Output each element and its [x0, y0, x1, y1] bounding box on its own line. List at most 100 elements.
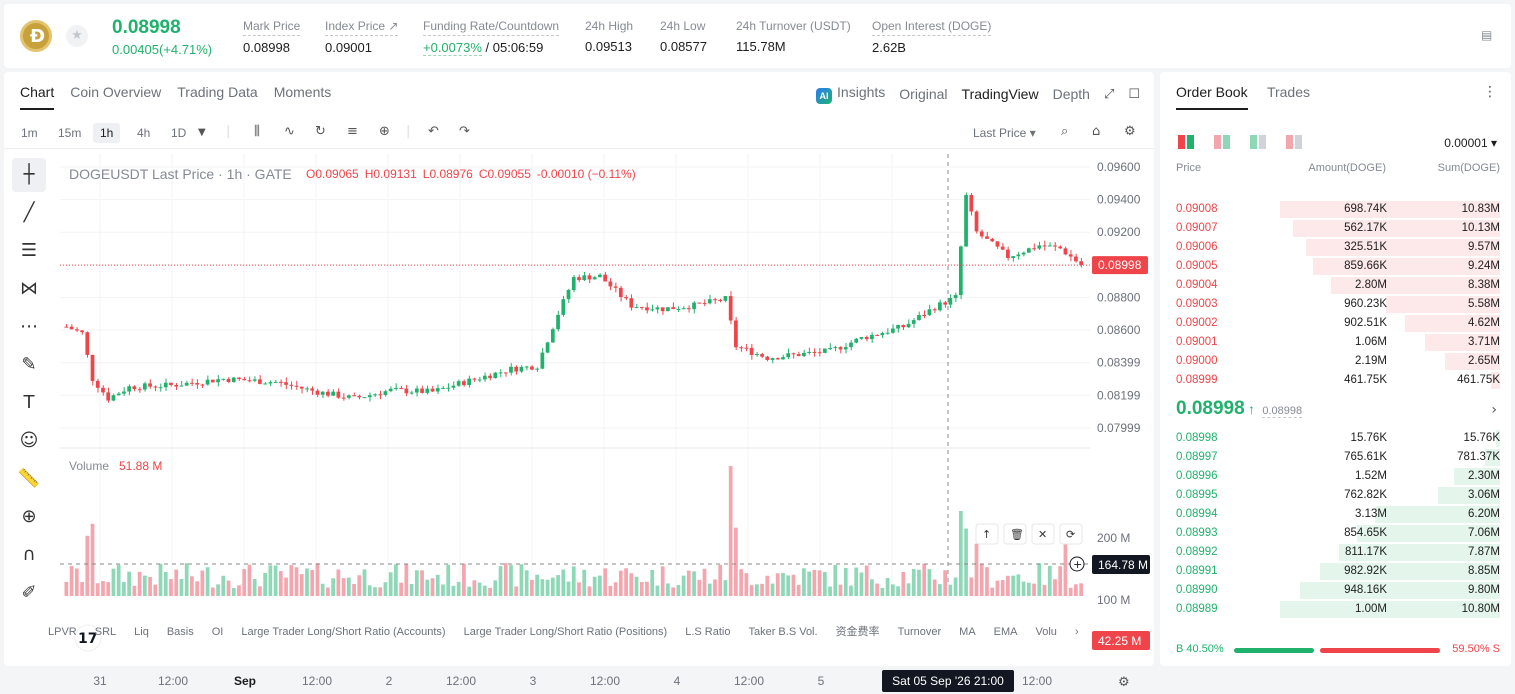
templates-icon[interactable]: ≡	[347, 124, 358, 139]
bid-row[interactable]: 0.08996 1.52M 2.30M	[1160, 467, 1511, 486]
stat-index-price[interactable]: Index Price ↗ 0.09001	[325, 19, 399, 55]
indicator-shortcut[interactable]: OI	[211, 626, 224, 638]
timeframe-1m[interactable]: 1m	[21, 126, 38, 140]
layout-both-icon[interactable]	[1178, 135, 1194, 149]
bid-row[interactable]: 0.08994 3.13M 6.20M	[1160, 505, 1511, 524]
favorite-star-icon[interactable]: ★	[66, 25, 88, 47]
indicator-shortcut[interactable]: LPVR	[48, 626, 77, 638]
zoom-tool-icon[interactable]: ⊕	[21, 506, 37, 527]
guide-book-icon[interactable]: ▤	[1481, 28, 1493, 42]
settings-gear-icon[interactable]: ⚙	[1124, 124, 1136, 139]
undo-icon[interactable]: ↶	[428, 124, 439, 139]
candle-body	[1016, 254, 1021, 257]
precision-select[interactable]: 0.00001 ▾	[1444, 136, 1497, 150]
layout-split-icon[interactable]	[1214, 135, 1230, 149]
stat-value: 0.09513	[585, 39, 632, 54]
lock-draw-tool-icon[interactable]: ✐	[21, 582, 37, 603]
ask-row[interactable]: 0.09007 562.17K 10.13M	[1160, 219, 1511, 238]
ask-row[interactable]: 0.09004 2.80M 8.38M	[1160, 276, 1511, 295]
trend-line-tool-icon[interactable]: ╱	[23, 202, 35, 223]
bid-row[interactable]: 0.08995 762.82K 3.06M	[1160, 486, 1511, 505]
add-indicator-icon[interactable]: ⊕	[379, 124, 390, 139]
timeframe-15m[interactable]: 15m	[58, 126, 82, 140]
candle-body	[927, 309, 932, 316]
stat-funding-rate[interactable]: Funding Rate/Countdown +0.0073% / 05:06:…	[423, 19, 560, 56]
view-depth[interactable]: Depth	[1052, 86, 1090, 102]
camera-icon[interactable]: ⌂	[1092, 124, 1101, 139]
view-original[interactable]: Original	[899, 86, 948, 102]
view-tradingview[interactable]: TradingView	[961, 86, 1039, 102]
stat-value: 2.62B	[872, 40, 906, 55]
indicator-shortcut[interactable]: EMA	[993, 626, 1018, 638]
indicator-shortcut[interactable]: Turnover	[897, 626, 942, 638]
crosshair-tool-icon[interactable]: ┼	[12, 158, 46, 192]
emoji-tool-icon[interactable]: ☺	[19, 430, 39, 451]
bid-row[interactable]: 0.08991 982.92K 8.85M	[1160, 562, 1511, 581]
window-icon[interactable]: ☐	[1128, 86, 1140, 102]
brush-tool-icon[interactable]: ✎	[21, 354, 37, 375]
indicator-shortcut[interactable]: Liq	[134, 626, 149, 638]
indicator-shortcut[interactable]: Volu	[1035, 626, 1057, 638]
layout-asks-icon[interactable]	[1286, 135, 1302, 149]
ask-row[interactable]: 0.09000 2.19M 2.65M	[1160, 352, 1511, 371]
stat-mark-price[interactable]: Mark Price 0.08998	[243, 19, 301, 55]
indicator-shortcut[interactable]: 资金费率	[835, 626, 880, 638]
magnet-tool-icon[interactable]: ∩	[22, 544, 36, 565]
tab-order-book[interactable]: Order Book	[1176, 84, 1248, 110]
ask-row[interactable]: 0.09003 960.23K 5.58M	[1160, 295, 1511, 314]
search-icon[interactable]: ⌕	[1061, 124, 1069, 139]
timeframe-dropdown-icon[interactable]: ▼	[198, 127, 206, 138]
indicator-shortcut[interactable]: Taker B.S Vol.	[748, 626, 818, 638]
stat-open-interest[interactable]: Open Interest (DOGE) 2.62B	[872, 19, 992, 55]
price-type-select[interactable]: Last Price ▾	[973, 126, 1036, 140]
timeframe-4h[interactable]: 4h	[137, 126, 151, 140]
timeframe-1h[interactable]: 1h	[93, 123, 121, 143]
ask-row[interactable]: 0.09001 1.06M 3.71M	[1160, 333, 1511, 352]
toolbar-divider: |	[406, 124, 411, 139]
bid-row[interactable]: 0.08989 1.00M 10.80M	[1160, 600, 1511, 619]
tab-trading-data[interactable]: Trading Data	[177, 84, 258, 100]
candle-body	[592, 277, 597, 280]
ask-row[interactable]: 0.09008 698.74K 10.83M	[1160, 200, 1511, 219]
indicator-shortcut[interactable]: Large Trader Long/Short Ratio (Accounts)	[241, 626, 446, 638]
horizontal-lines-tool-icon[interactable]: ☰	[20, 240, 38, 261]
timeframe-1d[interactable]: 1D	[171, 126, 187, 140]
ruler-tool-icon[interactable]: 📏	[17, 468, 41, 489]
more-options-icon[interactable]: ⋮	[1483, 84, 1497, 100]
pattern-tool-icon[interactable]: ⋈	[20, 278, 38, 299]
bid-row[interactable]: 0.08993 854.65K 7.06M	[1160, 524, 1511, 543]
indicator-shortcut[interactable]: L.S Ratio	[685, 626, 731, 638]
bid-row[interactable]: 0.08998 15.76K 15.76K	[1160, 429, 1511, 448]
text-tool-icon[interactable]: T	[23, 392, 35, 413]
tab-moments[interactable]: Moments	[273, 84, 332, 100]
chevron-right-icon[interactable]: ›	[1491, 402, 1497, 418]
replay-icon[interactable]: ↻	[315, 124, 326, 139]
candle-body	[383, 391, 388, 395]
candle-type-icon[interactable]: ⫼	[254, 124, 260, 139]
tab-chart[interactable]: Chart	[20, 84, 55, 110]
tab-trades[interactable]: Trades	[1266, 84, 1310, 100]
legend-low: L0.08976	[423, 167, 473, 181]
insights-button[interactable]: AI Insights	[816, 84, 885, 104]
ask-row[interactable]: 0.09002 902.51K 4.62M	[1160, 314, 1511, 333]
layout-bids-icon[interactable]	[1250, 135, 1266, 149]
indicator-shortcut[interactable]: MA	[959, 626, 976, 638]
bid-row[interactable]: 0.08997 765.61K 781.37K	[1160, 448, 1511, 467]
indicator-shortcut[interactable]: SRL	[94, 626, 117, 638]
ask-row[interactable]: 0.08999 461.75K 461.75K	[1160, 371, 1511, 390]
candlestick-chart[interactable]: 0.09600 0.09400 0.09200 0.08800 0.08600 0.083…	[60, 154, 1150, 694]
expand-icon[interactable]: ⤢	[1103, 86, 1115, 102]
chart-panel: Chart Coin Overview Trading Data Moments…	[4, 72, 1154, 692]
ask-row[interactable]: 0.09006 325.51K 9.57M	[1160, 238, 1511, 257]
scroll-right-icon[interactable]: ›	[1074, 626, 1079, 638]
ask-row[interactable]: 0.09005 859.66K 9.24M	[1160, 257, 1511, 276]
indicator-shortcut[interactable]: Basis	[166, 626, 194, 638]
fib-tool-icon[interactable]: ⋯	[20, 316, 38, 337]
tab-coin-overview[interactable]: Coin Overview	[70, 84, 162, 100]
bid-row[interactable]: 0.08990 948.16K 9.80M	[1160, 581, 1511, 600]
mid-price-row[interactable]: 0.08998 ↑ 0.08998	[1176, 398, 1303, 420]
indicators-icon[interactable]: ∿	[284, 124, 295, 139]
indicator-shortcut[interactable]: Large Trader Long/Short Ratio (Positions…	[463, 626, 668, 638]
bid-row[interactable]: 0.08992 811.17K 7.87M	[1160, 543, 1511, 562]
redo-icon[interactable]: ↷	[459, 124, 470, 139]
